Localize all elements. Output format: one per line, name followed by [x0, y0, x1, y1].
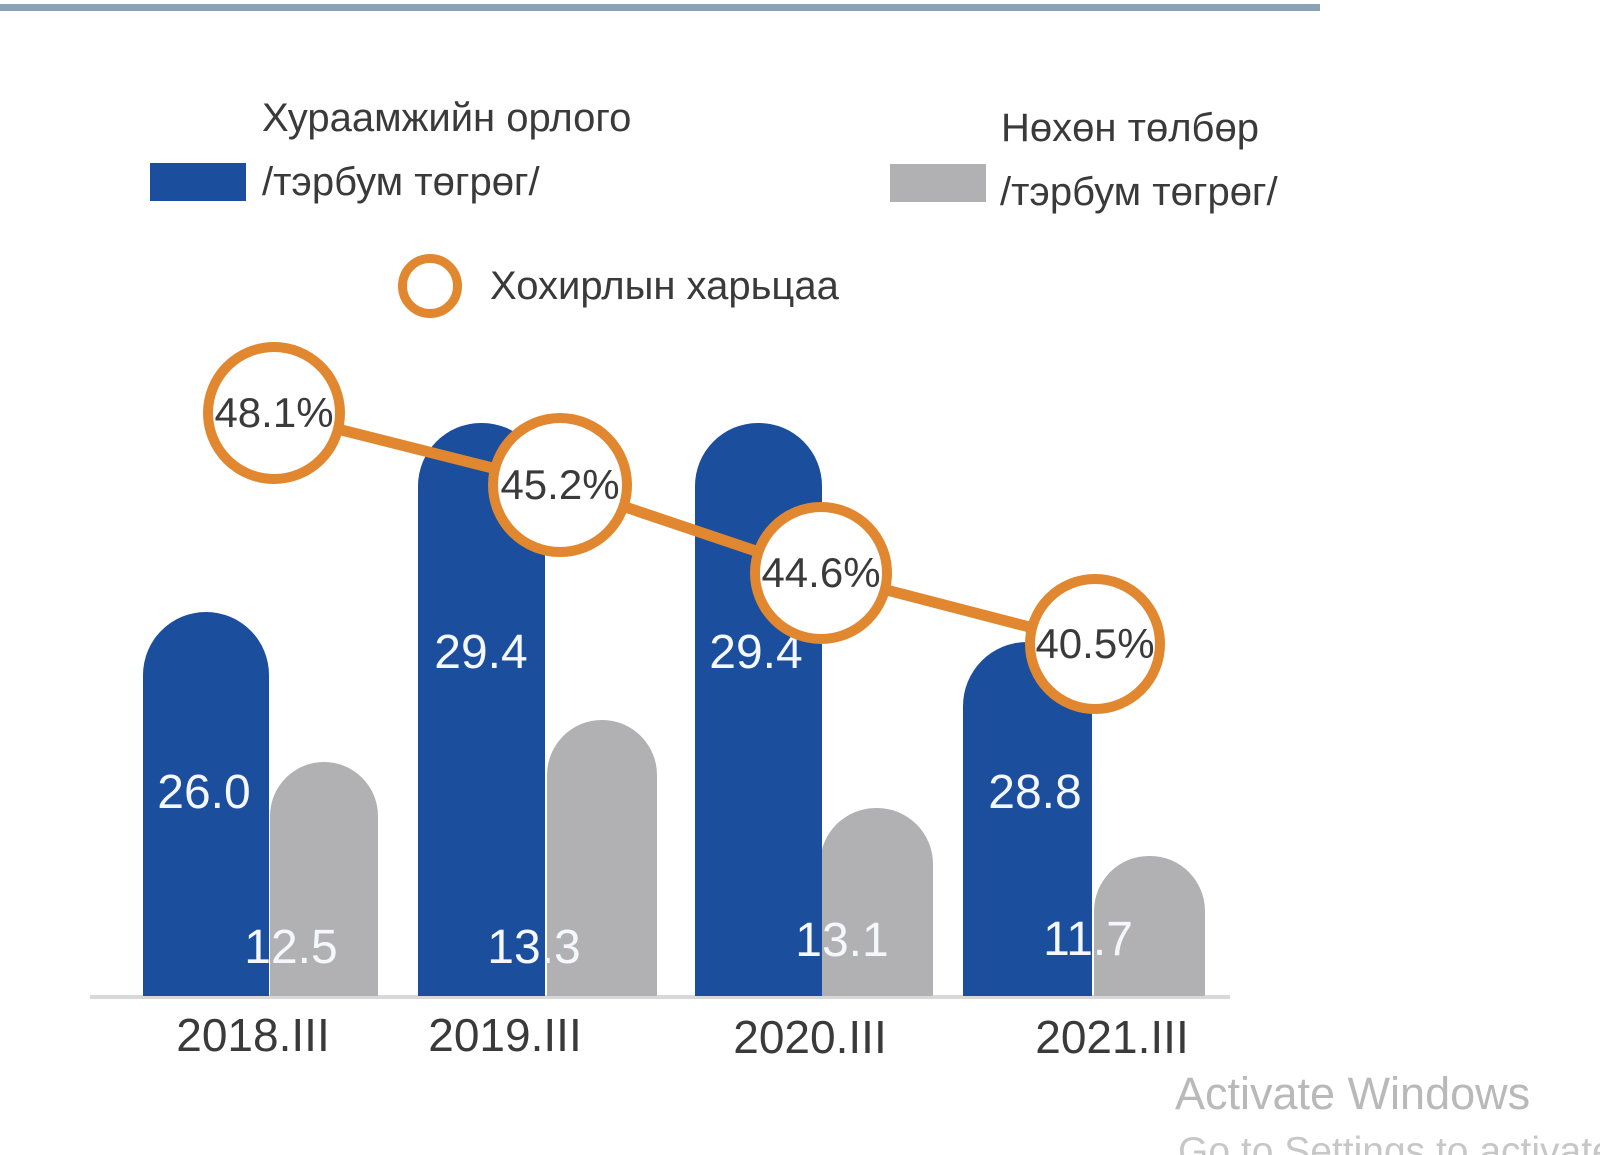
- legend-ring-icon: [398, 254, 462, 318]
- premium-value-2019: 29.4: [434, 626, 528, 679]
- claims-bar-2021: [1094, 856, 1205, 996]
- loss-ratio-point-2018: 48.1%: [203, 342, 345, 484]
- watermark-activate-windows: Activate Windows: [1175, 1068, 1531, 1119]
- legend-claims-line2: /тэрбум төгрөг/: [1000, 170, 1278, 214]
- watermark-go-to-settings: Go to Settings to activate W: [1178, 1130, 1600, 1155]
- x-label-2020: 2020.III: [733, 1011, 887, 1063]
- loss-ratio-point-2021: 40.5%: [1025, 574, 1165, 714]
- loss-ratio-point-2020: 44.6%: [750, 502, 892, 644]
- claims-value-2019: 13.3: [487, 921, 581, 974]
- x-axis-line: [90, 995, 1230, 999]
- claims-bar-2019: [547, 720, 657, 996]
- legend-premium-line1: Хураамжийн орлого: [262, 96, 632, 140]
- legend-swatch-premium: [150, 163, 246, 201]
- legend-claims-label: Нөхөн төлбөр /тэрбум төгрөг/: [1000, 96, 1278, 224]
- top-rule-line: [0, 4, 1320, 11]
- loss-ratio-point-2019: 45.2%: [488, 413, 632, 557]
- legend-swatch-claims: [890, 164, 986, 202]
- claims-bar-2020: [820, 808, 933, 996]
- legend-claims-line1: Нөхөн төлбөр: [1001, 106, 1259, 150]
- claims-value-2020: 13.1: [795, 914, 889, 967]
- premium-bar-2018: [143, 612, 269, 996]
- claims-value-2021: 11.7: [1043, 913, 1133, 966]
- premium-value-2018: 26.0: [157, 766, 251, 819]
- legend-premium-label: Хураамжийн орлого /тэрбум төгрөг/: [262, 86, 631, 214]
- x-label-2019: 2019.III: [428, 1009, 582, 1061]
- claims-bar-2018: [270, 762, 378, 996]
- x-label-2018: 2018.III: [176, 1009, 330, 1061]
- legend-premium-line2: /тэрбум төгрөг/: [262, 160, 540, 204]
- premium-value-2021: 28.8: [988, 766, 1082, 819]
- claims-value-2018: 12.5: [244, 921, 338, 974]
- x-label-2021: 2021.III: [1035, 1011, 1189, 1063]
- legend-loss-ratio-label: Хохирлын харьцаа: [490, 264, 839, 308]
